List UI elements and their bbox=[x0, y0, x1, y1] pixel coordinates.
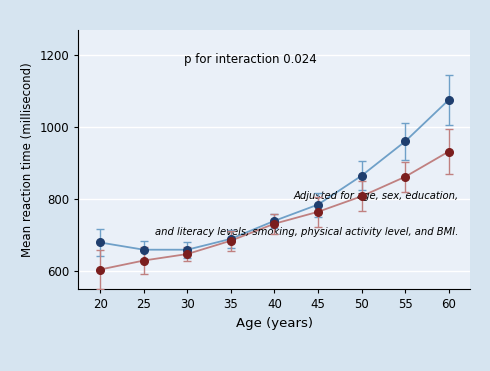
Y-axis label: Mean reaction time (millisecond): Mean reaction time (millisecond) bbox=[21, 62, 34, 257]
Text: and literacy levels, smoking, physical activity level, and BMI.: and literacy levels, smoking, physical a… bbox=[155, 227, 459, 237]
Text: Adjusted for age, sex, education,: Adjusted for age, sex, education, bbox=[294, 191, 459, 201]
X-axis label: Age (years): Age (years) bbox=[236, 317, 313, 330]
Text: p for interaction 0.024: p for interaction 0.024 bbox=[184, 53, 317, 66]
